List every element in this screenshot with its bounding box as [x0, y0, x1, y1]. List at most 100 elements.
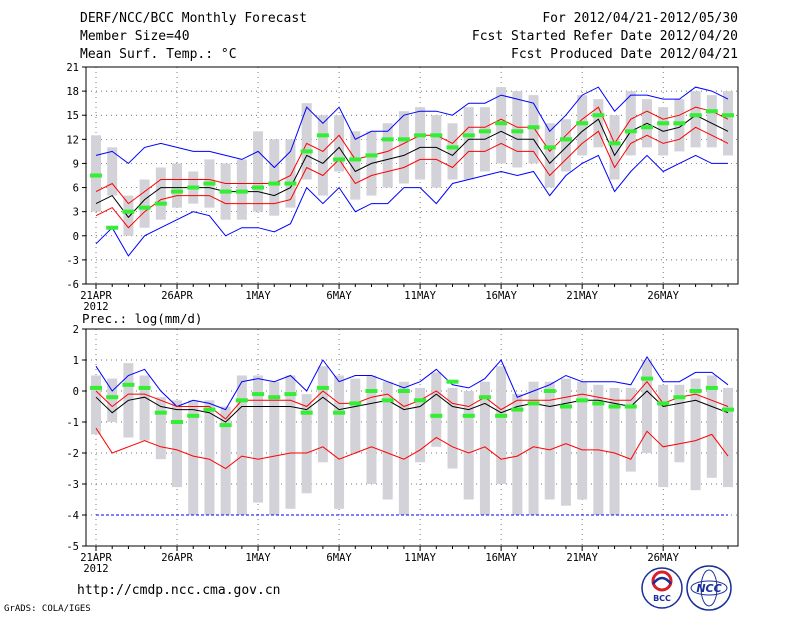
temp-plot-frame	[85, 66, 739, 285]
prec-observed-mark	[171, 420, 184, 424]
temp-observed-mark	[154, 201, 167, 206]
temp-spread-box	[398, 111, 409, 184]
prec-y-tick-label: 1	[73, 355, 79, 367]
temp-observed-mark	[624, 129, 637, 134]
prec-observed-mark	[576, 398, 589, 403]
ncc-logo: NCC	[686, 565, 732, 611]
prec-observed-mark	[252, 392, 265, 397]
prec-observed-mark	[478, 395, 491, 400]
temp-observed-mark	[333, 157, 346, 162]
temp-spread-box	[674, 99, 685, 152]
temp-observed-mark	[689, 113, 702, 118]
prec-observed-mark	[349, 401, 362, 406]
temp-spread-box	[544, 123, 555, 188]
temp-spread-box	[301, 103, 312, 180]
prec-observed-mark	[333, 410, 346, 415]
prec-y-tick-label: 2	[73, 324, 79, 336]
temp-y-tick-label: 9	[73, 158, 79, 170]
temp-observed-mark	[268, 181, 281, 186]
temp-spread-box	[512, 91, 523, 168]
precip-panel-title: Prec.: log(mm/d)	[82, 311, 202, 326]
prec-spread-box	[479, 381, 490, 515]
prec-spread-box	[625, 387, 636, 472]
temp-min-line	[95, 154, 728, 257]
temp-upper-band-line	[95, 106, 729, 205]
prec-observed-mark	[154, 410, 167, 415]
temp-observed-mark	[90, 173, 102, 178]
temp-lower-band-line	[95, 126, 729, 229]
temp-spread-box	[382, 123, 393, 188]
temp-spread-box	[496, 87, 507, 164]
temp-spread-box	[253, 131, 264, 212]
temp-observed-mark	[462, 133, 475, 138]
temp-spread-box	[415, 107, 426, 180]
temp-observed-mark	[349, 157, 362, 162]
prec-observed-mark	[268, 395, 281, 400]
prec-observed-mark	[462, 413, 475, 418]
prec-observed-mark	[235, 398, 248, 403]
temp-observed-mark	[722, 113, 734, 118]
temp-spread-box	[706, 95, 717, 148]
prec-y-tick-label: -1	[66, 417, 79, 429]
temp-observed-mark	[171, 189, 184, 194]
prec-observed-mark	[722, 407, 734, 412]
prec-spread-box	[577, 381, 588, 500]
temp-observed-mark	[705, 109, 718, 114]
temp-x-tick-label: 21APR	[80, 290, 112, 302]
temp-spread-box	[560, 119, 571, 172]
prec-spread-box	[431, 372, 442, 447]
temp-spread-box	[236, 159, 247, 220]
prec-spread-box	[496, 366, 507, 484]
temp-observed-mark	[235, 189, 248, 194]
temp-year-label: 2012	[83, 301, 108, 313]
prec-spread-box	[172, 400, 183, 488]
prec-observed-mark	[543, 389, 556, 393]
temp-y-tick-label: -3	[66, 255, 79, 267]
member-size-label: Member Size=40	[80, 29, 190, 44]
temp-observed-mark	[576, 121, 589, 126]
prec-observed-mark	[559, 404, 572, 409]
temp-observed-mark	[543, 145, 556, 150]
source-url[interactable]: http://cmdp.ncc.cma.gov.cn	[77, 583, 281, 598]
temp-spread-box	[690, 91, 701, 148]
variable-label: Mean Surf. Temp.: °C	[80, 47, 237, 62]
temp-observed-mark	[592, 113, 605, 118]
prec-observed-mark	[90, 385, 102, 390]
prec-spread-box	[188, 400, 199, 515]
temp-observed-mark	[122, 209, 135, 214]
prec-plot-frame	[85, 328, 739, 547]
prec-spread-box	[350, 378, 361, 453]
grads-credit: GrADS: COLA/IGES	[4, 604, 91, 614]
prec-y-tick-label: 0	[73, 386, 79, 398]
prec-observed-mark	[106, 395, 119, 400]
prec-observed-mark	[397, 389, 410, 393]
ncc-logo-text: NCC	[696, 582, 721, 595]
prec-observed-mark	[511, 407, 524, 412]
prec-y-tick-label: -4	[66, 510, 79, 522]
prec-spread-box	[512, 394, 523, 515]
temp-x-tick-label: 26APR	[161, 290, 193, 302]
temp-y-tick-label: 21	[66, 62, 79, 74]
temp-observed-mark	[203, 181, 216, 186]
temp-spread-box	[463, 107, 474, 180]
prec-x-tick-label: 26APR	[161, 552, 193, 564]
prec-mean-line	[95, 390, 729, 423]
prec-spread-box	[236, 375, 247, 515]
temp-observed-mark	[640, 125, 653, 130]
temp-spread-box	[139, 179, 150, 228]
temp-observed-mark	[365, 153, 378, 158]
temp-observed-mark	[527, 125, 540, 130]
temp-observed-mark	[511, 129, 524, 134]
prec-observed-mark	[592, 401, 605, 406]
temperature-panel: -6 -3 0 3 6 9 12 15 18 21 21APR 26APR 1MAY 6MAY 11MAY 1…	[66, 62, 739, 313]
prec-observed-mark	[689, 389, 702, 393]
temp-spread-box	[123, 195, 134, 236]
temp-spread-box	[350, 131, 361, 200]
prec-x-tick-label: 6MAY	[326, 552, 352, 564]
prec-observed-mark	[495, 413, 508, 418]
temp-observed-mark	[252, 185, 265, 190]
prec-observed-mark	[705, 385, 718, 390]
temp-observed-mark	[673, 121, 686, 126]
prec-spread-box	[447, 387, 458, 469]
prec-spread-box	[269, 381, 280, 515]
